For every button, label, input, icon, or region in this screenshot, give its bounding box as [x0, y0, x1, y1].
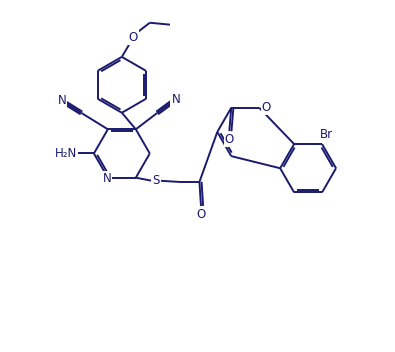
Text: O: O	[129, 31, 138, 44]
Text: O: O	[196, 208, 206, 221]
Text: N: N	[171, 93, 180, 106]
Text: O: O	[225, 133, 234, 146]
Text: Br: Br	[320, 128, 333, 141]
Text: N: N	[58, 94, 66, 107]
Text: N: N	[103, 172, 111, 185]
Text: H₂N: H₂N	[55, 147, 77, 160]
Text: S: S	[152, 174, 160, 187]
Text: O: O	[261, 101, 271, 114]
